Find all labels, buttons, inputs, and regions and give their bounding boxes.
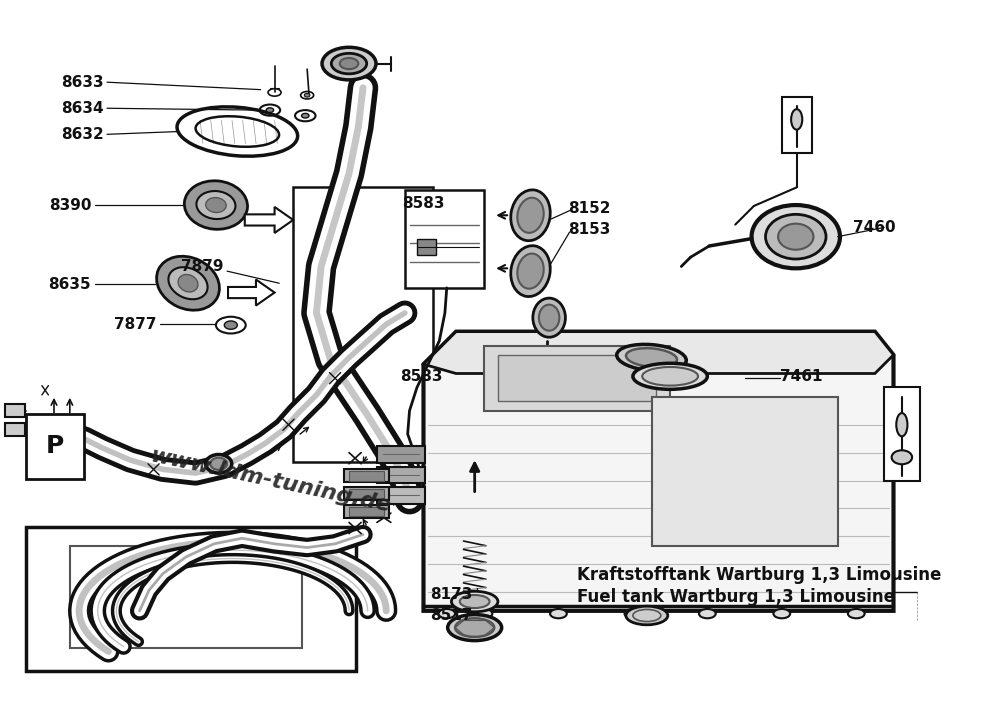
Ellipse shape xyxy=(448,614,502,641)
Text: 8635: 8635 xyxy=(49,276,91,292)
Ellipse shape xyxy=(642,367,698,385)
Bar xyxy=(344,469,389,482)
Ellipse shape xyxy=(625,609,641,619)
Ellipse shape xyxy=(511,190,550,240)
Ellipse shape xyxy=(206,455,232,473)
Bar xyxy=(417,238,436,255)
Ellipse shape xyxy=(626,348,677,367)
Ellipse shape xyxy=(184,181,248,229)
Ellipse shape xyxy=(752,205,840,269)
Bar xyxy=(344,487,389,500)
Text: 8634: 8634 xyxy=(62,101,104,116)
Bar xyxy=(652,397,838,546)
Ellipse shape xyxy=(460,595,490,608)
Ellipse shape xyxy=(791,109,802,129)
Ellipse shape xyxy=(331,53,367,74)
Bar xyxy=(349,472,384,481)
Ellipse shape xyxy=(322,47,376,80)
Bar xyxy=(377,446,425,463)
Ellipse shape xyxy=(302,113,309,118)
Bar xyxy=(5,423,25,436)
Ellipse shape xyxy=(896,413,907,436)
Text: 8583: 8583 xyxy=(400,369,443,384)
Ellipse shape xyxy=(517,254,544,288)
Bar xyxy=(70,546,302,648)
Ellipse shape xyxy=(224,321,237,329)
Text: 8390: 8390 xyxy=(49,197,91,213)
Ellipse shape xyxy=(476,609,492,619)
Bar xyxy=(26,527,356,672)
Text: 8152: 8152 xyxy=(568,201,610,216)
Text: 8633: 8633 xyxy=(62,75,104,90)
Text: 7461: 7461 xyxy=(780,369,822,384)
Ellipse shape xyxy=(778,223,813,250)
Ellipse shape xyxy=(210,457,227,470)
Text: 7460: 7460 xyxy=(853,220,895,235)
Bar xyxy=(26,414,84,479)
Ellipse shape xyxy=(550,609,567,619)
Bar xyxy=(349,507,384,516)
Ellipse shape xyxy=(206,197,226,213)
Bar xyxy=(349,489,384,498)
Ellipse shape xyxy=(178,274,198,292)
Bar xyxy=(5,404,25,417)
Ellipse shape xyxy=(617,344,686,371)
Ellipse shape xyxy=(511,246,550,296)
Ellipse shape xyxy=(168,267,208,299)
Ellipse shape xyxy=(451,591,498,612)
Text: 8632: 8632 xyxy=(61,127,104,142)
Bar xyxy=(377,487,425,504)
Ellipse shape xyxy=(266,107,274,112)
Ellipse shape xyxy=(533,298,565,337)
Ellipse shape xyxy=(517,198,544,233)
Ellipse shape xyxy=(773,609,790,619)
Bar xyxy=(782,97,812,153)
Ellipse shape xyxy=(699,609,716,619)
Text: Kraftstofftank Wartburg 1,3 Limousine: Kraftstofftank Wartburg 1,3 Limousine xyxy=(577,566,941,585)
Text: 7877: 7877 xyxy=(114,317,156,332)
Text: 8153: 8153 xyxy=(568,222,610,237)
Bar xyxy=(293,187,433,462)
Bar xyxy=(377,467,425,484)
Ellipse shape xyxy=(892,450,912,464)
Ellipse shape xyxy=(196,191,235,219)
Polygon shape xyxy=(423,332,893,611)
Polygon shape xyxy=(228,279,275,305)
Text: 8517: 8517 xyxy=(430,608,473,623)
Text: Fuel tank Wartburg 1,3 Limousine: Fuel tank Wartburg 1,3 Limousine xyxy=(577,588,895,606)
Ellipse shape xyxy=(340,58,358,69)
Text: P: P xyxy=(46,434,64,458)
Polygon shape xyxy=(423,332,893,373)
Ellipse shape xyxy=(455,619,494,637)
Bar xyxy=(498,355,656,402)
Bar xyxy=(484,346,670,411)
Ellipse shape xyxy=(626,606,668,625)
Ellipse shape xyxy=(304,93,310,97)
Ellipse shape xyxy=(157,256,219,310)
Text: 8173: 8173 xyxy=(430,587,473,602)
Bar xyxy=(344,505,389,518)
Ellipse shape xyxy=(539,305,559,331)
Ellipse shape xyxy=(766,214,826,259)
Ellipse shape xyxy=(438,609,455,619)
Ellipse shape xyxy=(633,363,707,390)
Text: 8583: 8583 xyxy=(402,196,445,211)
Ellipse shape xyxy=(848,609,865,619)
Bar xyxy=(884,387,920,481)
Bar xyxy=(405,190,484,288)
Text: 7879: 7879 xyxy=(181,259,223,274)
Polygon shape xyxy=(245,207,293,233)
Text: www.ldm-tuning.de: www.ldm-tuning.de xyxy=(148,445,392,516)
